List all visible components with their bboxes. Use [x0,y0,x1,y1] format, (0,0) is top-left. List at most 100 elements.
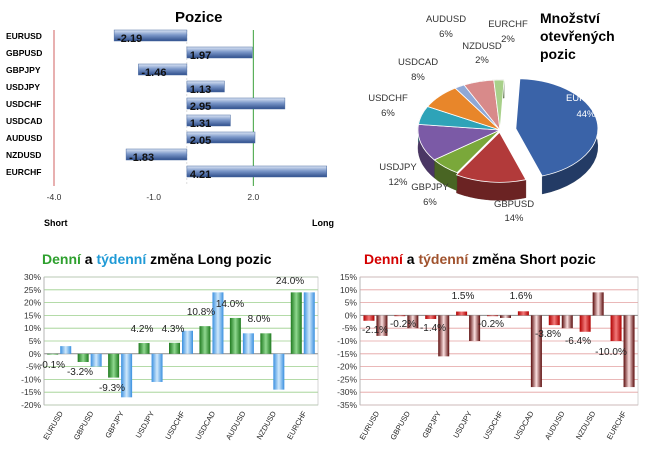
bar-daily-usdcad [517,311,529,316]
value-label-usdjpy: 1.13 [190,84,211,96]
bar-daily-nzdusd [579,315,591,332]
data-label-usdchf: -0.2% [478,319,504,330]
long-label: Long [312,218,334,228]
bar-weekly-usdjpy [469,315,481,341]
bar-daily-gbpusd [394,315,406,317]
pie-label-audusd: AUDUSD [426,14,466,25]
data-label-eurusd: -2.1% [362,325,388,336]
short-label: Short [44,218,68,228]
y-tick-4: -5% [342,323,358,333]
bar-weekly-gbpjpy [121,353,133,398]
pie-pct-eurchf: 2% [501,34,515,45]
y-tick-10: -20% [21,400,41,410]
y-tick-1: 10% [340,285,357,295]
bar-daily-nzdusd [260,333,272,354]
y-tick-3: 0% [345,310,358,320]
long-change-panel: Denní a týdenní změna Long pozic 30% 25% 2… [0,245,322,450]
bar-daily-usdchf [169,342,180,354]
bar-weekly-eurusd [60,346,72,354]
long-title-daily: Denní [42,251,81,267]
x-label-audusd: AUDUSD [224,409,248,441]
long-change-title: Denní a týdenní změna Long pozic [42,251,271,267]
short-title-rest: změna Short pozic [468,251,596,267]
plot-frame [43,276,319,406]
bar-nzdusd [125,148,188,161]
pie-label-gbpusd: GBPUSD [494,199,534,210]
pie-label-eurchf: EURCHF [488,19,528,30]
open-positions-title-line-1: Množství [540,10,600,26]
pie-label-gbpjpy: GBPJPY [411,182,449,193]
y-tick-2: 20% [24,298,41,308]
data-label-audusd: -3.8% [535,329,561,340]
y-tick-0: 15% [340,272,357,282]
value-label-usdchf: 2.95 [190,101,211,113]
bar-weekly-usdjpy [151,353,163,382]
pie-slice-eurchf [493,79,505,131]
x-label-eurusd: EURUSD [41,409,65,441]
short-title-daily: Denní [364,251,403,267]
x-label-usdjpy: USDJPY [134,410,157,440]
pie-label-usdcad: USDCAD [398,57,438,68]
data-label-nzdusd: -6.4% [565,336,591,347]
x-tick-2: 2.0 [247,192,259,202]
value-label-audusd: 2.05 [190,135,211,147]
x-label-eurchf: EURCHF [285,409,309,441]
open-positions-panel: EURUSD 44% GBPUSD 14% GBPJPY 6% USDJPY 12% USDCH… [360,0,648,235]
data-label-audusd: 14.0% [216,299,244,310]
y-tick-6: 0% [29,349,42,359]
bar-weekly-audusd [561,315,573,329]
pie-label-usdchf: USDCHF [368,93,408,104]
bar-daily-usdjpy [456,311,468,316]
bar-daily-eurchf [290,292,302,354]
x-label-usdchf: USDCHF [163,409,187,441]
pie-pct-audusd: 6% [439,29,453,40]
bar-daily-audusd [229,317,241,354]
x-label-usdjpy: USDJPY [451,410,474,440]
open-positions-title-line-3: pozic [540,46,576,62]
y-tick-4: 10% [24,323,41,333]
value-label-usdcad: 1.31 [190,118,211,130]
value-label-eurchf: 4.21 [190,169,211,181]
x-label-audusd: AUDUSD [543,409,567,441]
pie-slice-gbpusd [455,131,527,183]
pie-label-eurusd: EURUSD [566,93,606,104]
pie-pct-usdcad: 8% [411,72,425,83]
long-change-chart: 30% 25% 20% 15% 10% 5% 0% -5% -10% -15% -20%EURUSD… [21,272,319,441]
bar-audusd [186,131,256,144]
pie-pct-nzdusd: 2% [475,55,489,66]
bar-gbpusd [186,46,253,59]
pie-label-nzdusd: NZDUSD [462,41,502,52]
positions-chart: EURUSD -2.19 GBPUSD 1.97 GBPJPY -1.46 USDJPY 1.… [6,29,334,228]
bar-usdjpy [186,80,225,93]
x-tick-1: -1.0 [146,192,161,202]
bar-weekly-gbpjpy [438,315,450,357]
bar-daily-eurusd [363,315,375,321]
bar-daily-eurusd [47,353,59,355]
y-tick-7: -20% [337,362,357,372]
bar-weekly-eurusd [376,315,388,336]
pie-slice-usdjpy [417,123,501,161]
data-label-usdjpy: 1.5% [452,291,475,302]
data-label-gbpusd: -0.2% [390,319,416,330]
bar-daily-usdjpy [138,343,150,354]
y-tick-7: -5% [26,362,42,372]
data-label-usdjpy: 4.2% [131,324,154,335]
category-label-nzdusd: NZDUSD [6,150,41,160]
open-positions-title: Množství otevřených pozic [540,9,615,63]
bar-daily-gbpjpy [425,315,437,319]
category-label-usdchf: USDCHF [6,99,41,109]
bar-eurchf [186,165,328,178]
bar-weekly-usdchf [182,330,193,354]
bar-weekly-eurchf [303,292,315,354]
bar-weekly-gbpusd [407,315,419,329]
category-label-gbpusd: GBPUSD [6,48,42,58]
data-label-eurusd: -0.1% [39,360,65,371]
bar-usdcad [186,114,231,127]
pie-pct-gbpjpy: 6% [423,197,437,208]
bar-weekly-usdchf [500,315,511,318]
bar-weekly-usdcad [212,292,224,354]
x-label-eurchf: EURCHF [605,409,629,441]
bar-daily-eurchf [610,315,622,341]
category-label-usdjpy: USDJPY [6,82,40,92]
plot-frame [359,276,639,406]
